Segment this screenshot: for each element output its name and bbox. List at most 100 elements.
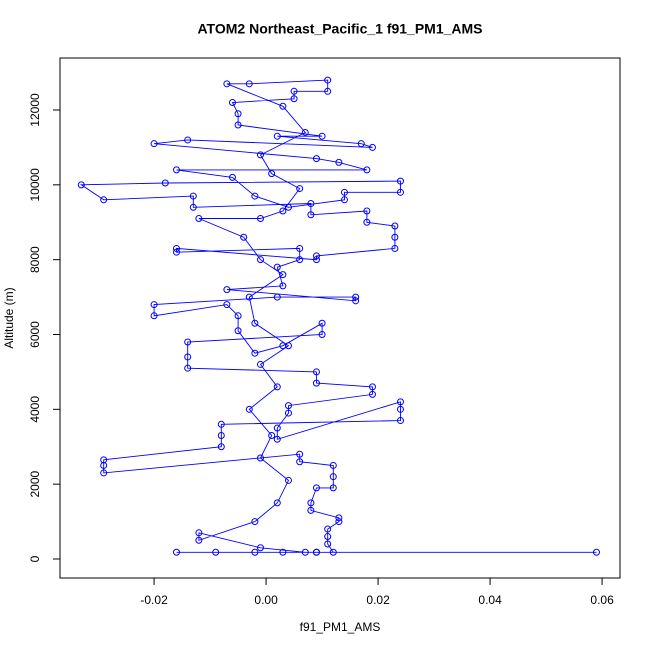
data-point [273,293,281,301]
data-point [251,319,259,327]
data-point [307,506,315,514]
data-line [79,79,597,553]
data-point [234,121,242,129]
data-point [284,342,292,350]
data-point [296,458,304,466]
data-point [329,484,337,492]
data-point [284,402,292,410]
data-point [184,364,192,372]
data-point [195,536,203,544]
y-axis-label: Altitude (m) [2,287,16,348]
data-point [352,293,360,301]
data-point [217,420,225,428]
data-point [312,256,320,264]
x-tick-label: 0.06 [590,593,614,607]
data-point [150,312,158,320]
data-point [268,170,276,178]
data-point [256,544,264,552]
data-point [312,548,320,556]
y-tick-label: 12000 [28,93,42,127]
data-point [352,297,360,305]
data-point [245,405,253,413]
data-point [195,215,203,223]
data-point [279,271,287,279]
x-axis-label: f91_PM1_AMS [300,620,381,634]
data-point [301,128,309,136]
data-point [335,514,343,522]
data-point [318,319,326,327]
data-point [273,435,281,443]
data-point [100,456,108,464]
data-point [189,192,197,200]
data-point [251,548,259,556]
data-point [396,188,404,196]
data-point [256,360,264,368]
data-point [391,233,399,241]
data-point [217,432,225,440]
data-point [324,87,332,95]
data-point [318,132,326,140]
data-point [296,450,304,458]
data-point [329,548,337,556]
data-point [329,473,337,481]
data-point [256,151,264,159]
data-point [251,192,259,200]
data-point [273,132,281,140]
data-point [251,518,259,526]
data-point [324,533,332,541]
data-point [273,263,281,271]
data-point [240,233,248,241]
data-point [290,87,298,95]
data-point [296,256,304,264]
y-tick-label: 2000 [28,470,42,497]
data-point [312,252,320,260]
data-point [212,548,220,556]
data-point [301,548,309,556]
data-point [391,244,399,252]
data-point [279,102,287,110]
data-point [184,353,192,361]
data-point [150,140,158,148]
data-point [256,256,264,264]
data-point [340,196,348,204]
y-tick-label: 4000 [28,396,42,423]
data-point [100,196,108,204]
x-tick-label: 0.00 [254,593,278,607]
data-point [172,166,180,174]
data-point [324,525,332,533]
data-point [324,76,332,84]
data-point [100,469,108,477]
data-point [396,398,404,406]
x-tick-label: 0.04 [478,593,502,607]
data-point [396,177,404,185]
data-point [396,417,404,425]
data-point [363,166,371,174]
data-point [307,499,315,507]
data-point [228,173,236,181]
data-point [307,211,315,219]
data-point [217,443,225,451]
plot-frame [59,57,621,579]
data-point [273,499,281,507]
data-point [307,200,315,208]
data-point [234,110,242,118]
data-point [363,218,371,226]
data-point [335,158,343,166]
data-point [296,244,304,252]
data-point [161,179,169,187]
data-point [245,293,253,301]
data-point [184,338,192,346]
data-point [368,383,376,391]
data-point [368,143,376,151]
y-tick-label: 8000 [28,246,42,273]
data-point [223,301,231,309]
data-point [284,409,292,417]
data-point [172,244,180,252]
data-point [228,99,236,107]
data-point [279,282,287,290]
data-point [284,203,292,211]
data-point [324,540,332,548]
data-point [273,383,281,391]
data-point [273,424,281,432]
